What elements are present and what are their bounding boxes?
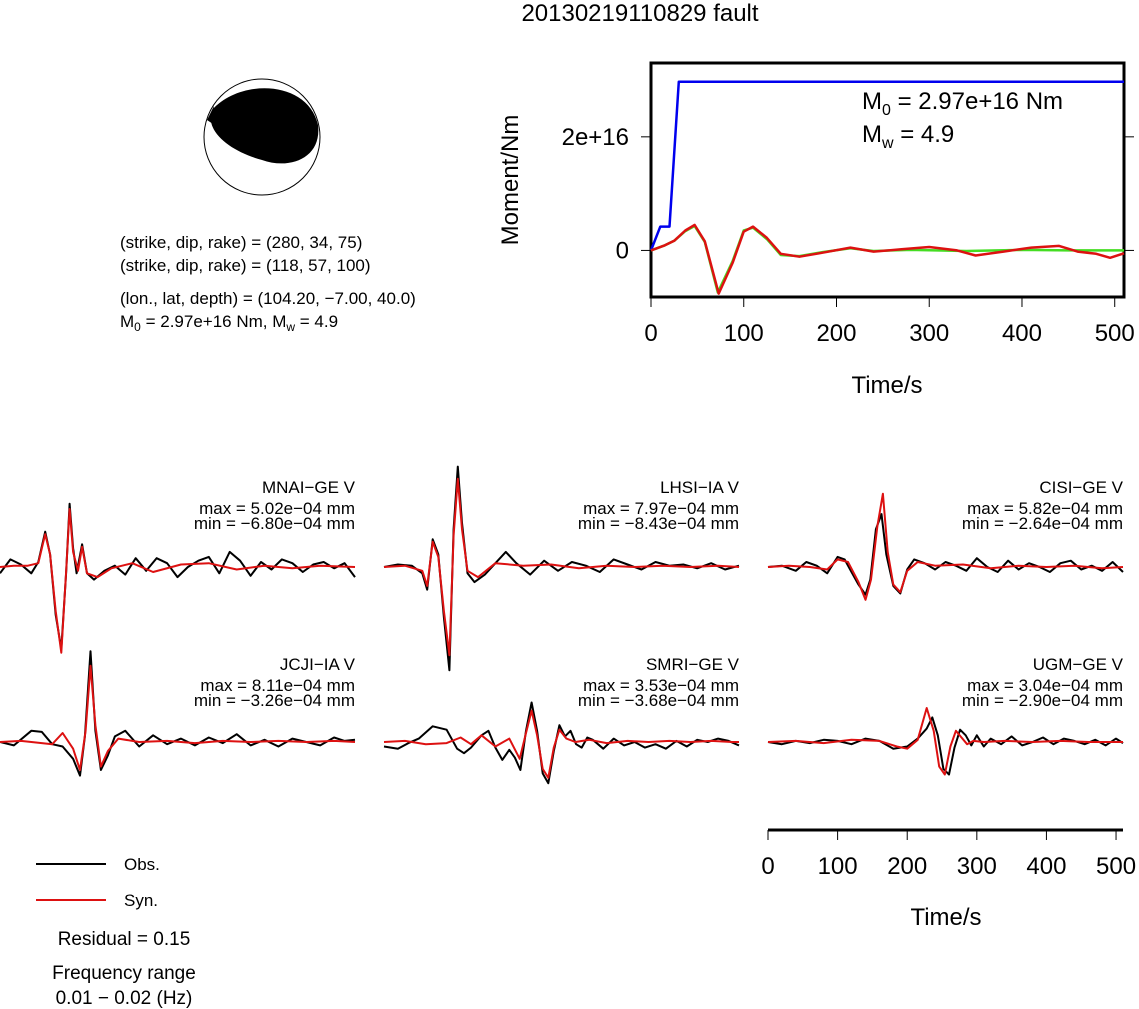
waveform-x-tick-label: 400	[1026, 853, 1066, 880]
mw-symbol: M	[862, 121, 882, 148]
moment-series-line-0	[649, 80, 1124, 251]
moment-x-tick-label: 0	[644, 320, 657, 347]
moment-series-line-1	[650, 224, 1124, 294]
moment-annotation-m0: M0 = 2.97e+16 Nm	[862, 88, 1063, 119]
moment-x-tick-label: 400	[1002, 320, 1042, 347]
station-min: min = −8.43e−04 mm	[578, 514, 739, 533]
station-max: max = 5.02e−04 mm	[199, 499, 355, 518]
legend-syn-label: Syn.	[124, 891, 158, 910]
source-location: (lon., lat, depth) = (104.20, −7.00, 40.…	[120, 289, 416, 308]
synthetic-trace	[767, 492, 1124, 601]
station-name: LHSI−IA V	[660, 478, 740, 497]
station-name: UGM−GE V	[1033, 655, 1124, 674]
station-max: max = 3.53e−04 mm	[583, 676, 739, 695]
mw-val: = 4.9	[894, 121, 955, 148]
moment-x-tick-label: 200	[816, 320, 856, 347]
m0-symbol: M	[862, 88, 882, 115]
moment-summary: M0 = 2.97e+16 Nm, Mw = 4.9	[120, 312, 338, 334]
mw-value: = 4.9	[295, 312, 338, 331]
moment-x-tick-label: 300	[909, 320, 949, 347]
nodal-plane-1: (strike, dip, rake) = (280, 34, 75)	[120, 233, 362, 252]
station-name: SMRI−GE V	[646, 655, 740, 674]
m0-subscript: 0	[882, 102, 891, 119]
moment-y-tick-label: 2e+16	[562, 124, 629, 151]
station-min: min = −6.80e−04 mm	[194, 514, 355, 533]
residual-text: Residual = 0.15	[58, 929, 191, 950]
waveform-time-axis: 0 100 200 300 400 500	[761, 828, 1136, 880]
observed-trace	[383, 465, 740, 672]
legend-obs-label: Obs.	[124, 855, 160, 874]
mw-sub: w	[881, 135, 894, 152]
synthetic-trace	[383, 709, 739, 779]
moment-x-tick-label: 100	[724, 320, 764, 347]
station-name: JCJI−IA V	[280, 655, 356, 674]
station-min: min = −3.68e−04 mm	[578, 691, 739, 710]
waveform-x-tick-label: 100	[818, 853, 858, 880]
moment-subscript: 0	[134, 320, 141, 334]
station-min: min = −2.90e−04 mm	[962, 691, 1123, 710]
beachball-icon	[203, 78, 321, 196]
frequency-range-value: 0.01 − 0.02 (Hz)	[56, 988, 193, 1009]
waveform-x-tick-label: 500	[1096, 853, 1136, 880]
moment-annotation-mw: Mw = 4.9	[862, 121, 954, 152]
beachball-compressional-quadrant	[210, 88, 319, 164]
frequency-range-title: Frequency range	[52, 963, 196, 984]
station-max: max = 7.97e−04 mm	[583, 499, 739, 518]
station-min: min = −2.64e−04 mm	[962, 514, 1123, 533]
moment-series-line-2	[650, 223, 1125, 295]
beachball-sliver	[207, 106, 214, 124]
moment-symbol: M	[120, 312, 134, 331]
figure-title: 20130219110829 fault	[521, 0, 758, 27]
moment-y-axis-label: Moment/Nm	[497, 115, 524, 246]
waveform-x-axis-label: Time/s	[910, 904, 981, 931]
mw-subscript: w	[285, 320, 295, 334]
station-name: CISI−GE V	[1039, 478, 1123, 497]
station-max: max = 3.04e−04 mm	[967, 676, 1123, 695]
observed-trace	[767, 716, 1124, 776]
moment-x-tick-label: 500	[1095, 320, 1135, 347]
synthetic-trace	[767, 707, 1123, 776]
waveform-x-tick-label: 0	[761, 853, 774, 880]
station-max: max = 5.82e−04 mm	[967, 499, 1123, 518]
moment-chart-frame	[649, 61, 1126, 299]
station-name: MNAI−GE V	[262, 478, 356, 497]
waveform-x-tick-label: 200	[887, 853, 927, 880]
moment-x-axis-label: Time/s	[851, 372, 922, 399]
moment-y-tick-label: 0	[616, 237, 629, 264]
nodal-plane-2: (strike, dip, rake) = (118, 57, 100)	[120, 256, 371, 275]
m0-value: = 2.97e+16 Nm	[891, 88, 1063, 115]
synthetic-trace	[0, 664, 356, 771]
station-max: max = 8.11e−04 mm	[200, 676, 355, 695]
synthetic-trace	[0, 508, 356, 654]
moment-value: = 2.97e+16 Nm, M	[141, 312, 287, 331]
legend: Obs. Syn. Residual = 0.15 Frequency rang…	[36, 855, 196, 1009]
waveform-x-tick-label: 300	[957, 853, 997, 880]
station-min: min = −3.26e−04 mm	[194, 691, 355, 710]
synthetic-trace	[383, 477, 740, 657]
